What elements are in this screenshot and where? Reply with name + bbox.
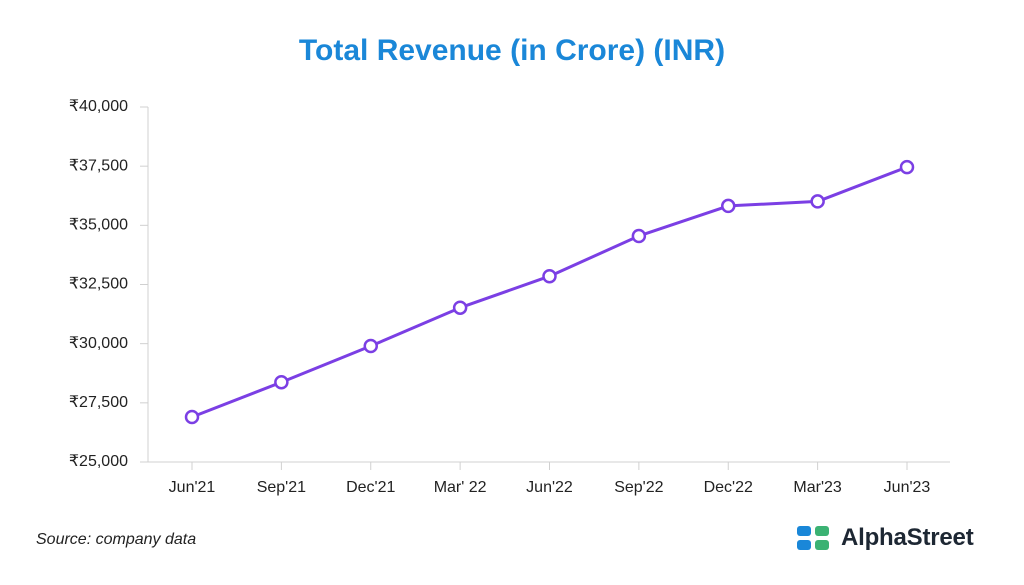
x-tick-label: Sep'22 — [614, 479, 663, 496]
brand-name: AlphaStreet — [841, 524, 974, 551]
alphastreet-logo-icon — [797, 526, 829, 550]
y-tick-label: ₹30,000 — [69, 335, 128, 352]
x-axis: Jun'21 Sep'21 Dec'21 Mar' 22 Jun'22 Sep'22 Dec… — [148, 461, 950, 496]
x-tick-label: Jun'22 — [526, 479, 573, 496]
data-point — [452, 300, 468, 315]
x-tick-label: Dec'22 — [704, 479, 753, 496]
x-tick-label: Mar'23 — [793, 479, 842, 496]
x-tick-label: Jun'21 — [169, 479, 216, 496]
x-tick-label: Dec'21 — [346, 479, 395, 496]
data-point — [631, 228, 647, 244]
x-tick-label: Mar' 22 — [434, 479, 487, 496]
y-tick-label: ₹27,500 — [69, 394, 128, 411]
y-tick-label: ₹32,500 — [69, 276, 128, 293]
series-total-revenue — [184, 159, 915, 425]
y-tick-label: ₹35,000 — [69, 217, 128, 234]
source-note: Source: company data — [36, 531, 197, 548]
y-tick-label: ₹37,500 — [69, 157, 128, 174]
data-point — [810, 194, 825, 209]
data-point — [274, 374, 289, 390]
x-tick-label: Sep'21 — [257, 479, 306, 496]
series-line — [191, 165, 908, 419]
data-point — [899, 159, 915, 175]
x-tick-label: Jun'23 — [884, 479, 931, 496]
y-tick-label: ₹25,000 — [69, 453, 128, 470]
brand-block: AlphaStreet — [795, 524, 974, 552]
data-point — [184, 409, 200, 425]
y-tick-label: ₹40,000 — [69, 98, 128, 115]
data-point — [363, 338, 378, 354]
data-point — [721, 198, 736, 214]
chart-title: Total Revenue (in Crore) (INR) — [298, 34, 726, 67]
y-axis: ₹25,000 ₹27,500 ₹30,000 ₹32,500 ₹35,000 ₹37,5… — [69, 98, 149, 470]
data-point — [542, 268, 557, 284]
